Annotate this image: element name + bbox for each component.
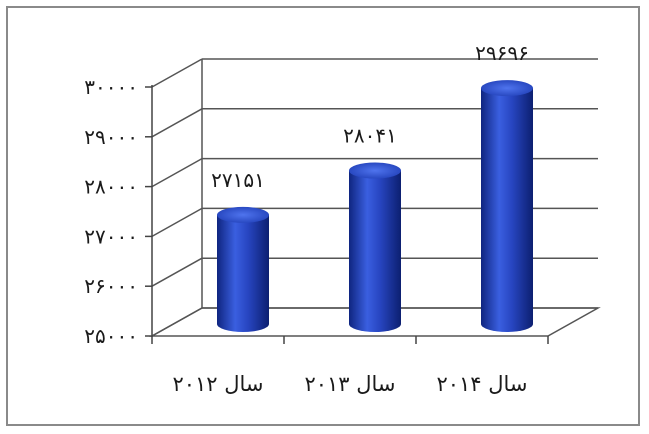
data-labels: ۲۷۱۵۱ ۲۸۰۴۱ ۲۹۶۹۶ bbox=[211, 41, 529, 192]
y-tick-label: ۲۹۰۰۰ bbox=[84, 125, 138, 149]
data-label: ۲۷۱۵۱ bbox=[211, 168, 265, 192]
y-tick-label: ۲۷۰۰۰ bbox=[84, 224, 138, 248]
bar-body bbox=[349, 170, 401, 332]
gridline-side bbox=[151, 157, 203, 188]
y-tick-labels: ۲۵۰۰۰ ۲۶۰۰۰ ۲۷۰۰۰ ۲۸۰۰۰ ۲۹۰۰۰ ۳۰۰۰۰ bbox=[84, 75, 138, 348]
gridline-side bbox=[151, 108, 203, 138]
gridline-side bbox=[151, 58, 203, 88]
category-label: سال ۲۰۱۲ bbox=[172, 372, 263, 396]
data-label: ۲۹۶۹۶ bbox=[475, 41, 529, 65]
bars bbox=[217, 80, 533, 333]
bar-body bbox=[217, 214, 269, 332]
category-label: سال ۲۰۱۴ bbox=[436, 372, 527, 396]
y-tick-label: ۲۵۰۰۰ bbox=[84, 324, 138, 348]
bar bbox=[217, 206, 269, 332]
chart-frame bbox=[6, 6, 640, 426]
y-tick-label: ۲۶۰۰۰ bbox=[84, 274, 138, 298]
data-label: ۲۸۰۴۱ bbox=[343, 124, 397, 148]
gridline-side bbox=[151, 307, 203, 337]
category-label: سال ۲۰۱۳ bbox=[304, 372, 395, 396]
bar bbox=[349, 162, 401, 332]
y-tick-label: ۲۸۰۰۰ bbox=[84, 175, 138, 199]
bar-top bbox=[349, 162, 401, 179]
y-tick-label: ۳۰۰۰۰ bbox=[84, 75, 138, 99]
gridline-side bbox=[151, 257, 203, 287]
gridline-side bbox=[151, 207, 203, 238]
bar-body bbox=[481, 88, 533, 333]
category-labels: سال ۲۰۱۲ سال ۲۰۱۳ سال ۲۰۱۴ bbox=[172, 372, 527, 396]
bar-top bbox=[217, 206, 269, 223]
axes bbox=[145, 85, 549, 344]
bar bbox=[481, 80, 533, 333]
bar-top bbox=[481, 80, 533, 97]
